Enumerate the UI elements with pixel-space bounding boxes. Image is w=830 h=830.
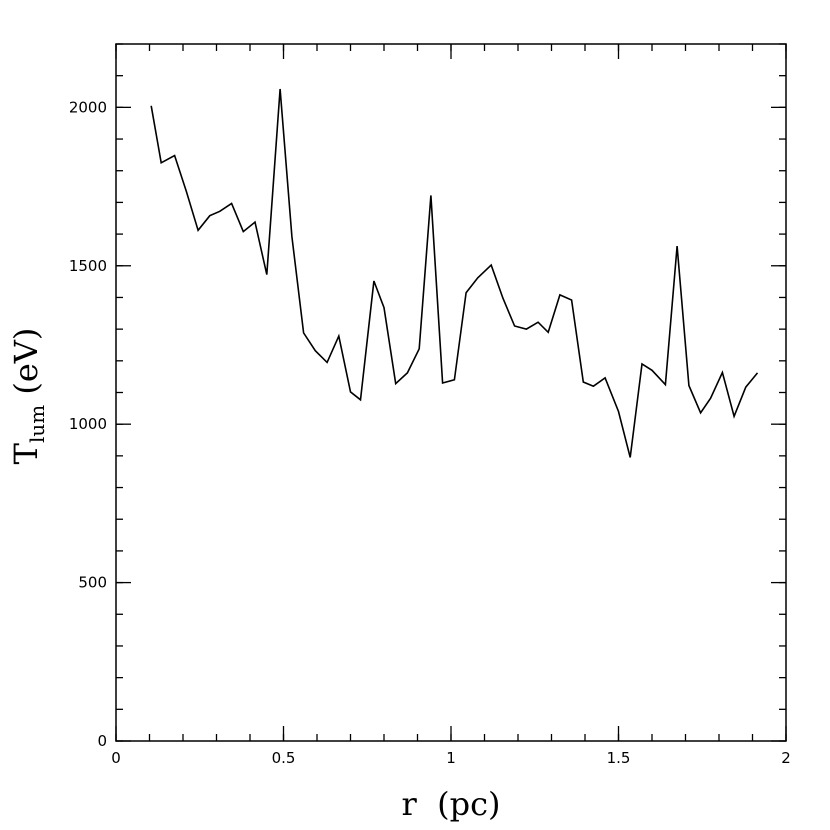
y-tick-label: 2000 (69, 98, 107, 116)
y-axis-label: Tlum (eV) (7, 328, 49, 465)
x-axis-label: r (pc) (401, 785, 500, 823)
x-tick-label: 1 (446, 749, 456, 767)
y-axis-label-unit: (eV) (7, 328, 45, 405)
x-tick-label: 2 (781, 749, 791, 767)
x-tick-label: 1.5 (607, 749, 631, 767)
tick-labels: 0 0.5 1 1.5 2 0 500 1000 1500 2000 (69, 98, 791, 767)
y-tick-label: 500 (78, 574, 107, 592)
y-tick-label: 1500 (69, 257, 107, 275)
y-axis-label-sub: lum (25, 405, 49, 443)
x-tick-label: 0.5 (272, 749, 296, 767)
x-tick-label: 0 (111, 749, 121, 767)
series-line-0 (150, 88, 759, 458)
plot-frame (115, 43, 787, 742)
y-tick-label: 1000 (69, 415, 107, 433)
y-axis-label-main: T (7, 442, 45, 464)
y-tick-label: 0 (97, 732, 107, 750)
axis-ticks (115, 43, 787, 742)
